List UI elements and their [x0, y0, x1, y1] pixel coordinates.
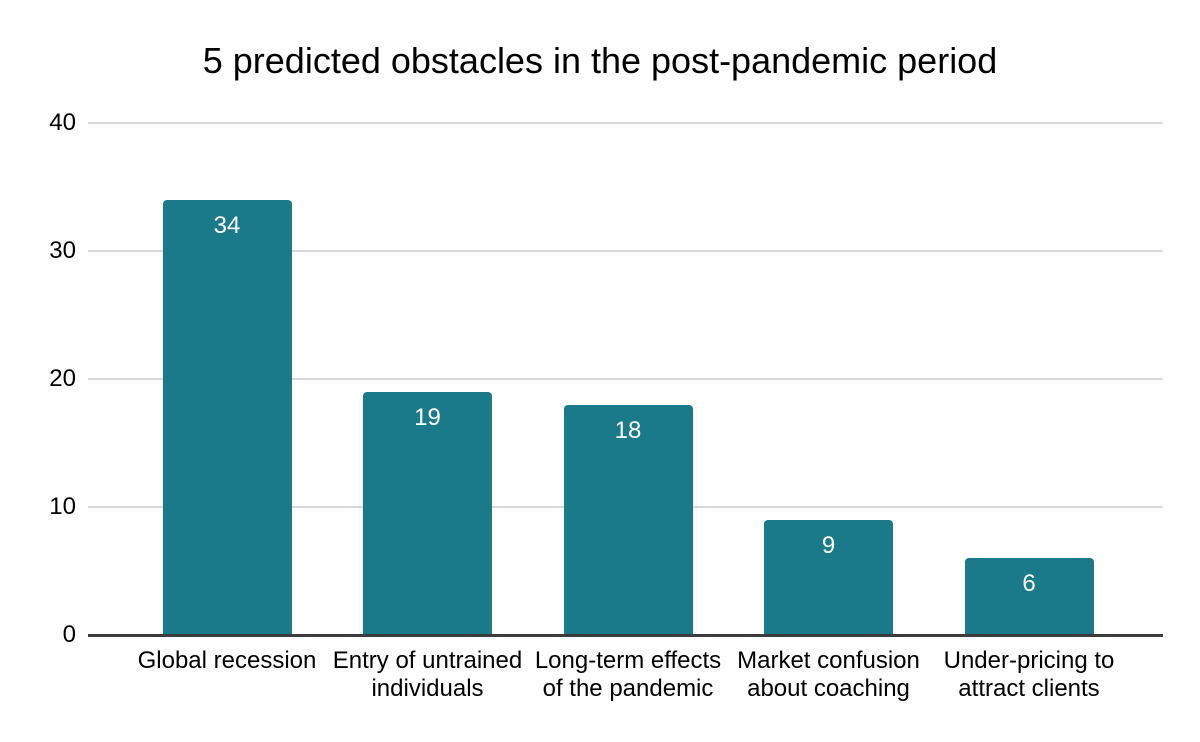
gridline [88, 378, 1163, 380]
y-axis-tick-label: 0 [62, 621, 76, 648]
bar-value-label: 19 [414, 403, 441, 431]
x-axis-baseline [88, 634, 1163, 637]
bar-value-label: 18 [614, 416, 642, 444]
y-axis-tick-label: 10 [49, 493, 76, 520]
gridline [88, 250, 1163, 252]
chart-title: 5 predicted obstacles in the post-pandem… [202, 40, 998, 81]
x-axis-category-label: Global recession [137, 647, 317, 674]
x-axis-category-label: Market confusion about coaching [737, 647, 920, 702]
gridline [88, 122, 1163, 124]
bar: 9 [764, 519, 893, 635]
bar: 6 [964, 558, 1094, 635]
bar: 18 [563, 404, 693, 635]
bar-value-label: 9 [821, 531, 836, 559]
bar: 34 [162, 199, 292, 635]
x-axis-category-label: Under-pricing to attract clients [943, 647, 1115, 702]
plot-area: 34 19 18 9 6 [88, 122, 1163, 637]
y-axis-tick-label: 40 [49, 109, 76, 136]
x-axis-category-label: Entry of untrained individuals [332, 647, 523, 702]
bar-value-label: 6 [1022, 570, 1036, 598]
y-axis-tick-label: 30 [49, 237, 76, 264]
bar: 19 [363, 391, 492, 635]
x-axis-category-label: Long-term effects of the pandemic [534, 647, 722, 702]
y-axis-tick-label: 20 [49, 365, 76, 392]
bar-value-label: 34 [213, 211, 241, 239]
